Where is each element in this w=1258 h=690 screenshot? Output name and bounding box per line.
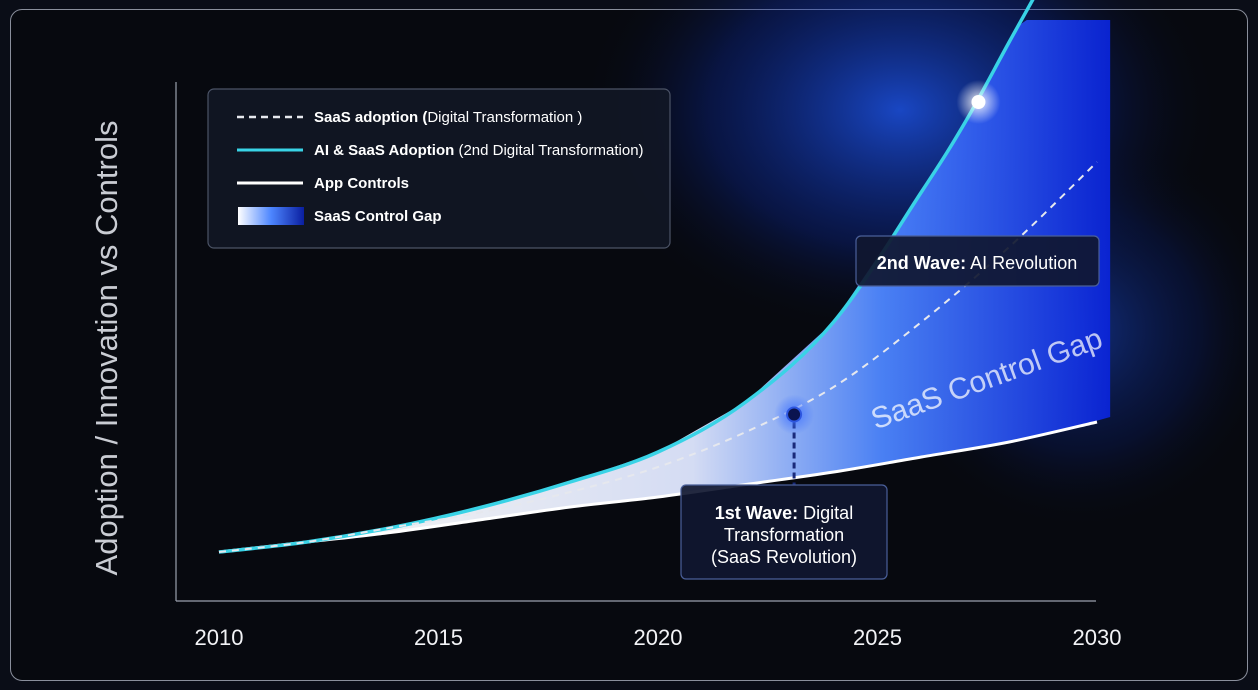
wave2-callout: 2nd Wave: AI Revolution <box>855 235 1100 287</box>
wave2-callout-box <box>855 235 1100 287</box>
legend-swatch-gap <box>238 207 304 225</box>
x-tick-labels: 2010 2015 2020 2025 2030 <box>195 625 1122 650</box>
x-tick-label: 2020 <box>634 625 683 650</box>
wave1-callout-line1: 1st Wave: Digital <box>715 503 853 523</box>
control-gap-area <box>350 20 1111 537</box>
series-line-app-controls <box>218 420 1098 554</box>
wave2-marker <box>956 80 1001 124</box>
wave2-dot <box>971 95 986 109</box>
legend-box <box>207 88 671 249</box>
legend-label-gap: SaaS Control Gap <box>314 208 442 225</box>
legend: SaaS adoption (Digital Transformation ) … <box>207 88 671 249</box>
wave1-callout-line2: Transformation <box>724 525 844 545</box>
x-tick-label: 2010 <box>195 625 244 650</box>
x-tick-label: 2015 <box>414 625 463 650</box>
legend-label-controls: App Controls <box>314 175 409 192</box>
wave1-callout: 1st Wave: Digital Transformation (SaaS R… <box>680 484 888 580</box>
y-axis-title: Adoption / Innovation vs Controls <box>89 121 124 576</box>
wave1-callout-line3: (SaaS Revolution) <box>711 547 857 567</box>
wave2-callout-text: 2nd Wave: AI Revolution <box>877 253 1077 273</box>
series-line-ai-saas-adoption <box>218 0 1035 554</box>
legend-label-ai: AI & SaaS Adoption (2nd Digital Transfor… <box>314 142 644 159</box>
wave1-dot <box>786 406 803 423</box>
legend-label-saas: SaaS adoption (Digital Transformation ) <box>314 109 582 126</box>
x-tick-label: 2025 <box>853 625 902 650</box>
x-tick-label: 2030 <box>1073 625 1122 650</box>
series-line-saas-adoption <box>218 161 1098 553</box>
wave1-callout-box <box>680 484 888 580</box>
wave1-marker <box>774 394 815 485</box>
